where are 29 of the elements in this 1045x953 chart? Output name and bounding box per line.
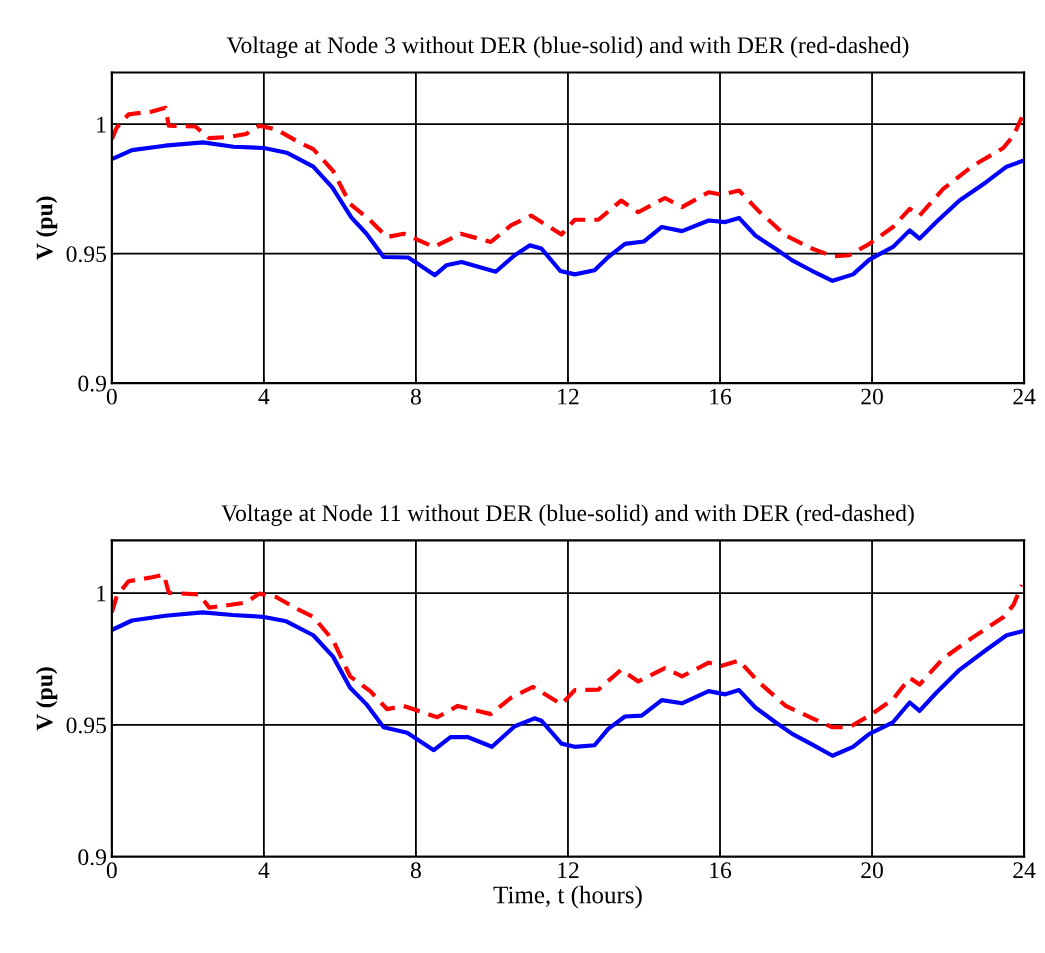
x-tick-label: 24	[1013, 388, 1036, 405]
chart-title: Voltage at Node 11 without DER (blue-solid) and with DER (red-dashed)	[221, 504, 914, 526]
x-tick-label: 20	[861, 388, 883, 405]
line-series	[111, 610, 1025, 758]
x-tick-label: 4	[258, 862, 270, 878]
y-axis-title: V (pu)	[35, 667, 58, 731]
x-tick-label: 24	[1013, 862, 1036, 878]
x-tick-label: 0	[106, 388, 117, 405]
y-tick-label: 0.95	[66, 246, 107, 263]
x-tick-label: 16	[710, 862, 732, 879]
y-tick-label: 0.95	[66, 717, 107, 734]
x-axis-title: Time, t (hours)	[493, 885, 642, 909]
chart-title: Voltage at Node 3 without DER (blue-solid) and with DER (red-dashed)	[226, 36, 909, 59]
x-tick-label: 16	[710, 388, 732, 405]
y-axis-title: V (pu)	[35, 196, 58, 260]
x-tick-label: 0	[106, 862, 117, 879]
x-tick-label: 12	[558, 862, 579, 878]
line-series	[111, 572, 1024, 730]
y-tick-label: 1	[97, 585, 106, 602]
y-tick-label: 0.9	[78, 849, 106, 866]
line-series	[111, 140, 1025, 283]
line-series	[111, 105, 1024, 259]
y-tick-label: 0.9	[78, 375, 106, 392]
x-tick-label: 12	[558, 388, 579, 405]
y-tick-label: 1	[97, 116, 106, 133]
x-tick-label: 8	[410, 388, 421, 405]
x-tick-label: 4	[258, 388, 270, 405]
x-tick-label: 20	[861, 862, 883, 879]
x-tick-label: 8	[410, 862, 421, 879]
